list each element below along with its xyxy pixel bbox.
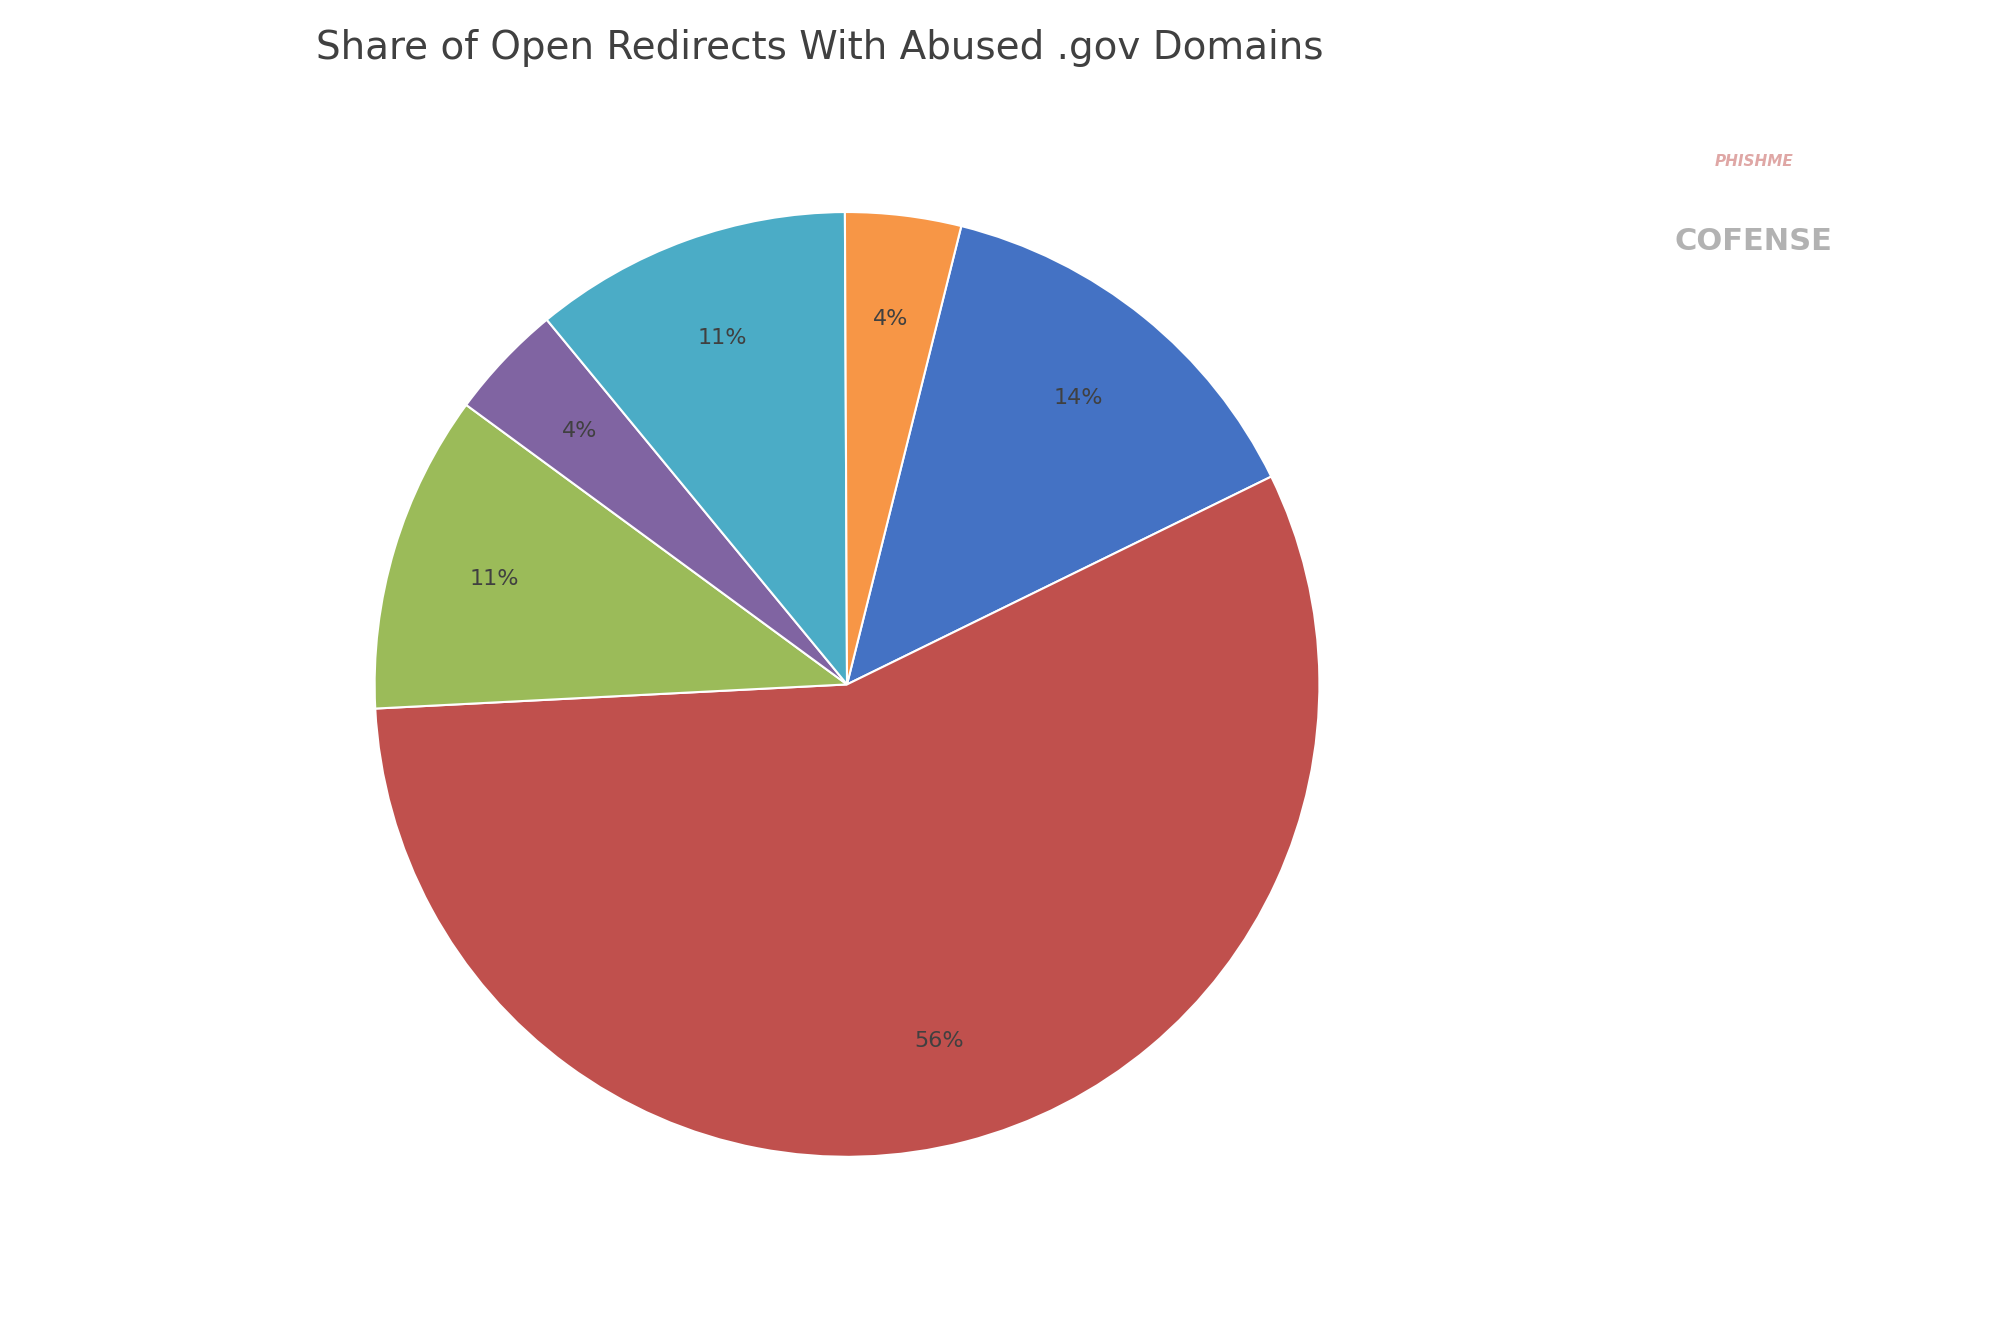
Text: 14%: 14% — [1054, 388, 1104, 408]
Text: 4%: 4% — [873, 309, 909, 329]
Wedge shape — [375, 476, 1319, 1157]
Text: COFENSE: COFENSE — [1674, 227, 1834, 256]
Text: Share of Open Redirects With Abused .gov Domains: Share of Open Redirects With Abused .gov… — [315, 30, 1323, 67]
Wedge shape — [845, 212, 961, 684]
Text: PHISHME: PHISHME — [1714, 153, 1794, 169]
Text: 11%: 11% — [468, 569, 518, 589]
Text: 4%: 4% — [562, 421, 598, 442]
Text: 11%: 11% — [698, 327, 747, 348]
Wedge shape — [546, 212, 847, 684]
Wedge shape — [375, 405, 847, 709]
Text: 56%: 56% — [915, 1031, 965, 1051]
Wedge shape — [847, 225, 1272, 684]
Wedge shape — [466, 319, 847, 684]
